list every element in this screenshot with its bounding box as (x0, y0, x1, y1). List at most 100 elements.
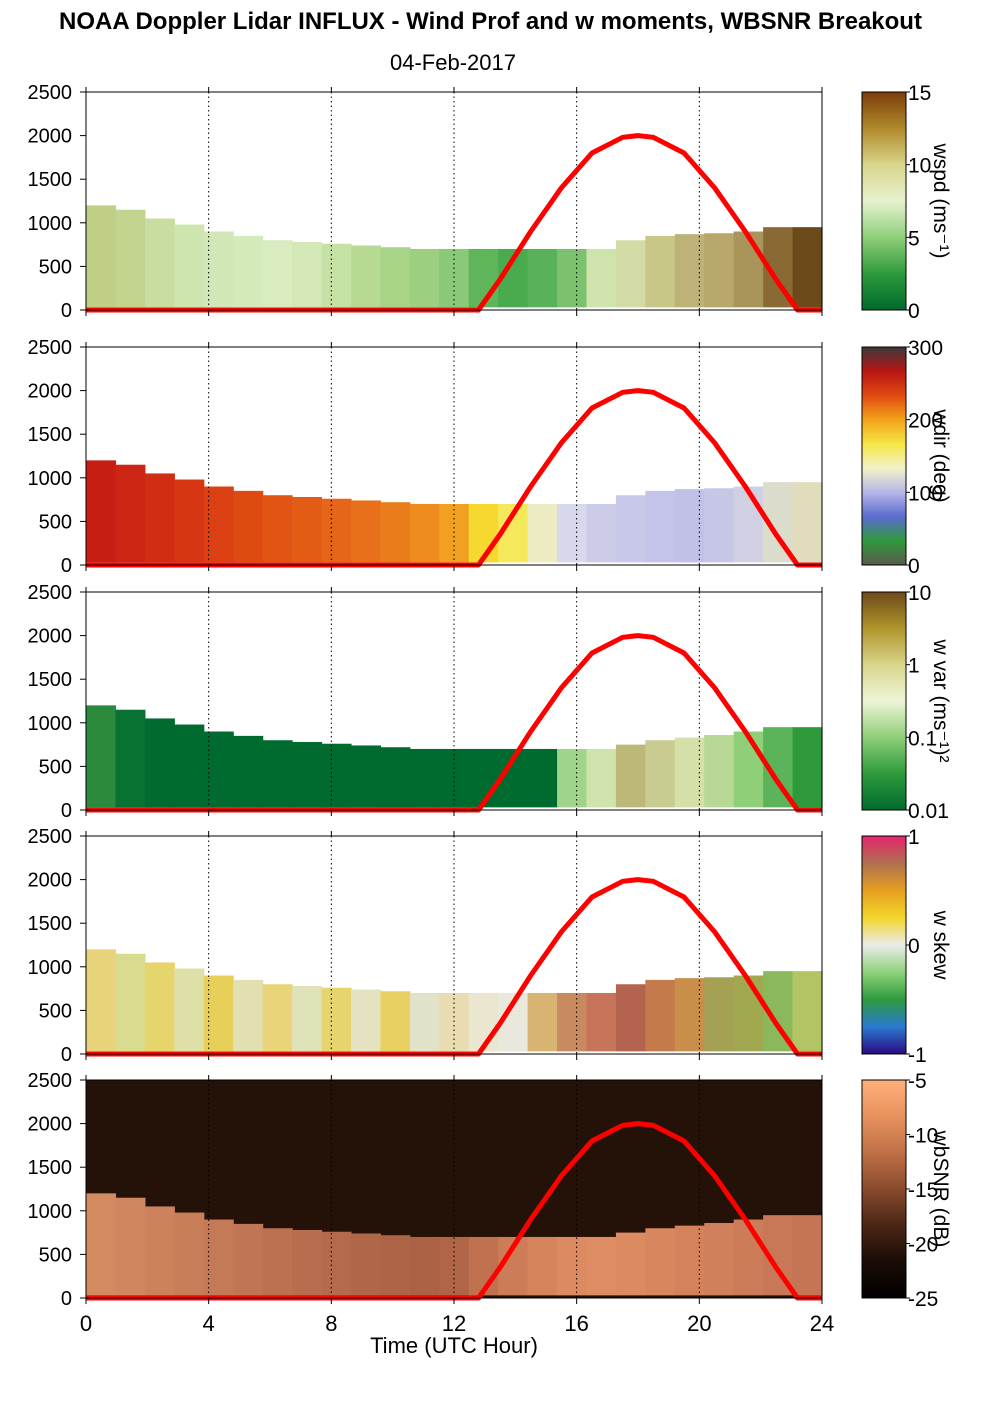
data-column (174, 224, 205, 308)
data-column (350, 245, 381, 308)
colorbar-tick-label: -10 (908, 1125, 938, 1148)
data-column (174, 479, 205, 563)
y-tick-label: 0 (61, 300, 72, 322)
y-tick-label: 500 (39, 256, 72, 278)
colorbar-tick-label: 300 (908, 337, 943, 360)
y-tick-label: 1500 (28, 913, 73, 935)
data-column (439, 748, 470, 808)
data-column (262, 240, 293, 308)
colorbar-label: wdir (deg) (929, 408, 952, 502)
data-column (792, 1215, 823, 1296)
data-column (468, 1236, 499, 1296)
figure-date: 04-Feb-2017 (390, 50, 516, 75)
colorbar-tick-label: 200 (908, 410, 943, 433)
y-tick-label: 2000 (28, 1114, 73, 1136)
data-column (380, 747, 411, 808)
data-column (262, 740, 293, 808)
data-column (233, 1223, 264, 1296)
figure-title: NOAA Doppler Lidar INFLUX - Wind Prof an… (59, 8, 922, 35)
x-tick-label: 12 (442, 1311, 466, 1336)
data-column (527, 503, 558, 563)
data-column (115, 464, 146, 563)
colorbar (861, 591, 907, 811)
data-column (203, 1219, 234, 1296)
colorbar-tick-label: 10 (908, 155, 931, 178)
data-column (233, 979, 264, 1052)
data-column (350, 1233, 381, 1296)
x-tick-label: 24 (810, 1311, 834, 1336)
y-tick-label: 2500 (28, 337, 73, 359)
data-column (645, 1228, 676, 1296)
data-column (409, 503, 440, 563)
data-column (203, 231, 234, 308)
data-column (674, 978, 705, 1052)
data-column (262, 984, 293, 1052)
data-column (174, 724, 205, 808)
data-column (86, 705, 117, 808)
data-column (615, 984, 646, 1052)
data-column (645, 235, 676, 308)
data-column (350, 989, 381, 1052)
data-column (586, 248, 617, 308)
y-tick-label: 0 (61, 555, 72, 577)
sun-elevation-curve (86, 633, 822, 813)
panel-5: 0 500 1000 1500 2000 2500 0 4 8 12 16 20 24 -5 -10 -15 -… (28, 1070, 953, 1336)
data-column (557, 1236, 588, 1296)
data-column (527, 1236, 558, 1296)
colorbar-tick-label: 15 (908, 82, 931, 105)
data-column (733, 1219, 764, 1296)
sun-elevation-curve (86, 1121, 822, 1301)
panel-4: 0 500 1000 1500 2000 2500 1 0 -1 w skew (28, 826, 953, 1067)
data-column (557, 503, 588, 563)
data-column (380, 502, 411, 563)
colorbar-label: w skew (929, 910, 952, 981)
data-column (468, 748, 499, 808)
colorbar-tick-label: 0 (908, 935, 920, 958)
colorbar-label: wbSNR (dB) (929, 1130, 952, 1248)
colorbar (861, 835, 907, 1055)
data-column (380, 247, 411, 308)
data-column (586, 992, 617, 1052)
data-column (380, 1235, 411, 1296)
data-column (733, 486, 764, 563)
data-column (350, 745, 381, 808)
panel-1: 0 500 1000 1500 2000 2500 15 10 5 0 wspd (ms⁻¹) (28, 82, 953, 323)
colorbar-tick-label: 0.1 (908, 727, 937, 750)
data-column (645, 490, 676, 563)
y-tick-label: 1000 (28, 1201, 73, 1223)
data-column (233, 735, 264, 808)
colorbar-tick-label: 10 (908, 582, 931, 605)
y-tick-label: 0 (61, 1044, 72, 1066)
y-tick-label: 1500 (28, 169, 73, 191)
colorbar-tick-label: 5 (908, 227, 920, 250)
sun-elevation-curve (86, 388, 822, 568)
data-column (615, 240, 646, 308)
data-column (292, 241, 323, 308)
data-column (645, 979, 676, 1052)
data-column (439, 503, 470, 563)
data-column (733, 975, 764, 1052)
data-column (321, 743, 352, 808)
data-column (144, 718, 175, 808)
data-column (704, 977, 735, 1052)
y-tick-label: 2500 (28, 82, 73, 104)
data-column (203, 486, 234, 563)
y-tick-label: 1500 (28, 424, 73, 446)
data-column (557, 992, 588, 1052)
y-tick-label: 500 (39, 511, 72, 533)
data-column (468, 503, 499, 563)
data-column (144, 1206, 175, 1296)
x-tick-label: 0 (80, 1311, 92, 1336)
data-column (468, 248, 499, 308)
data-column (586, 503, 617, 563)
data-column (409, 1236, 440, 1296)
data-column (292, 1229, 323, 1296)
data-column (439, 992, 470, 1052)
y-tick-label: 2500 (28, 826, 73, 848)
y-tick-label: 0 (61, 800, 72, 822)
y-tick-label: 0 (61, 1288, 72, 1310)
data-column (615, 744, 646, 808)
data-column (380, 991, 411, 1052)
